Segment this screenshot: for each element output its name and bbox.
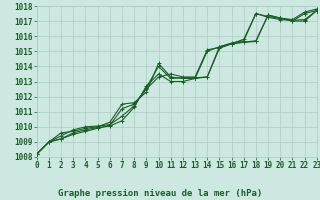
Text: Graphe pression niveau de la mer (hPa): Graphe pression niveau de la mer (hPa) [58,189,262,198]
